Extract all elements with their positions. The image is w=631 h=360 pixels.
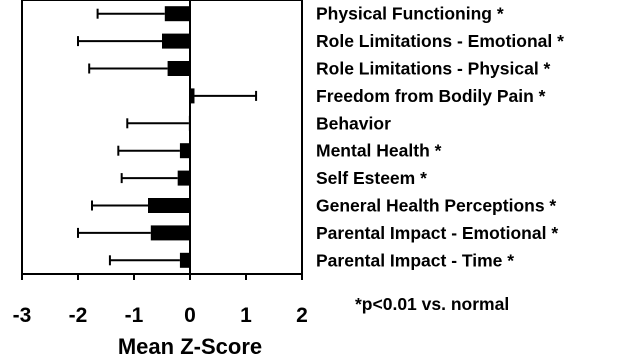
bar: [188, 115, 191, 131]
bar: [148, 198, 190, 213]
x-axis-label: Mean Z-Score: [118, 334, 262, 359]
bar: [150, 225, 190, 241]
x-tick-label: 1: [240, 304, 252, 327]
category-label: Role Limitations - Emotional *: [316, 31, 564, 51]
bar: [167, 61, 190, 76]
x-tick-label: 2: [296, 304, 308, 327]
x-tick-label: -2: [69, 304, 88, 327]
category-label: Parental Impact - Time *: [316, 250, 514, 270]
x-tick-label: -1: [125, 304, 144, 327]
category-label: Self Esteem *: [316, 168, 427, 188]
category-label: General Health Perceptions *: [316, 196, 556, 216]
bar: [179, 143, 190, 159]
category-label: Mental Health *: [316, 141, 442, 161]
bar: [190, 88, 195, 104]
significance-note: *p<0.01 vs. normal: [355, 294, 509, 314]
category-label: Role Limitations - Physical *: [316, 59, 551, 79]
x-tick-label: -3: [13, 304, 32, 327]
category-label: Behavior: [316, 113, 391, 133]
bar: [177, 170, 190, 186]
bar: [162, 33, 190, 49]
plot-frame: [21, 0, 303, 275]
x-tick-label: 0: [184, 304, 196, 327]
category-label: Freedom from Bodily Pain *: [316, 86, 546, 106]
bar: [179, 252, 190, 268]
bar: [164, 6, 190, 22]
category-label: Parental Impact - Emotional *: [316, 223, 558, 243]
category-label: Physical Functioning *: [316, 4, 504, 24]
